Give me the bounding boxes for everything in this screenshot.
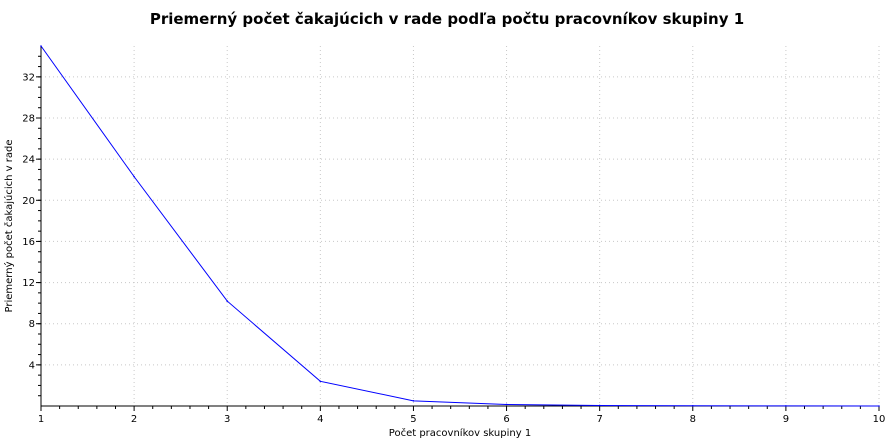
y-tick-label: 32 — [22, 72, 35, 83]
y-axis-label: Priemerný počet čakajúcich v rade — [3, 140, 15, 313]
x-tick-label: 10 — [873, 414, 886, 425]
axes-layer — [40, 46, 879, 407]
data-point — [412, 400, 415, 402]
grid-layer — [41, 46, 880, 406]
data-point — [878, 405, 880, 407]
x-tick-label: 4 — [317, 414, 323, 425]
x-tick-label: 6 — [503, 414, 509, 425]
data-point — [785, 405, 787, 407]
x-tick-label: 2 — [131, 414, 137, 425]
series-layer — [40, 45, 880, 407]
chart-title: Priemerný počet čakajúcich v rade podľa … — [150, 10, 744, 28]
y-tick-label: 20 — [22, 196, 35, 207]
x-tick-label: 3 — [224, 414, 230, 425]
x-tick-label: 1 — [38, 414, 44, 425]
data-point — [505, 403, 508, 406]
y-tick-label: 24 — [22, 155, 35, 166]
x-tick-label: 8 — [690, 414, 696, 425]
data-point — [133, 175, 135, 178]
y-tick-label: 28 — [22, 114, 35, 125]
x-tick-label: 9 — [783, 414, 789, 425]
x-tick-label: 7 — [596, 414, 602, 425]
y-tick-label: 8 — [29, 319, 35, 330]
data-point — [319, 380, 322, 383]
x-tick-label: 5 — [410, 414, 416, 425]
x-axis-label: Počet pracovníkov skupiny 1 — [389, 427, 531, 439]
data-point — [691, 404, 694, 407]
y-tick-label: 16 — [22, 237, 35, 248]
y-tick-label: 4 — [29, 360, 35, 371]
data-point — [598, 404, 601, 407]
y-tick-label: 12 — [22, 278, 35, 289]
series-line — [40, 45, 880, 407]
data-point — [40, 45, 42, 47]
data-point — [226, 300, 229, 302]
